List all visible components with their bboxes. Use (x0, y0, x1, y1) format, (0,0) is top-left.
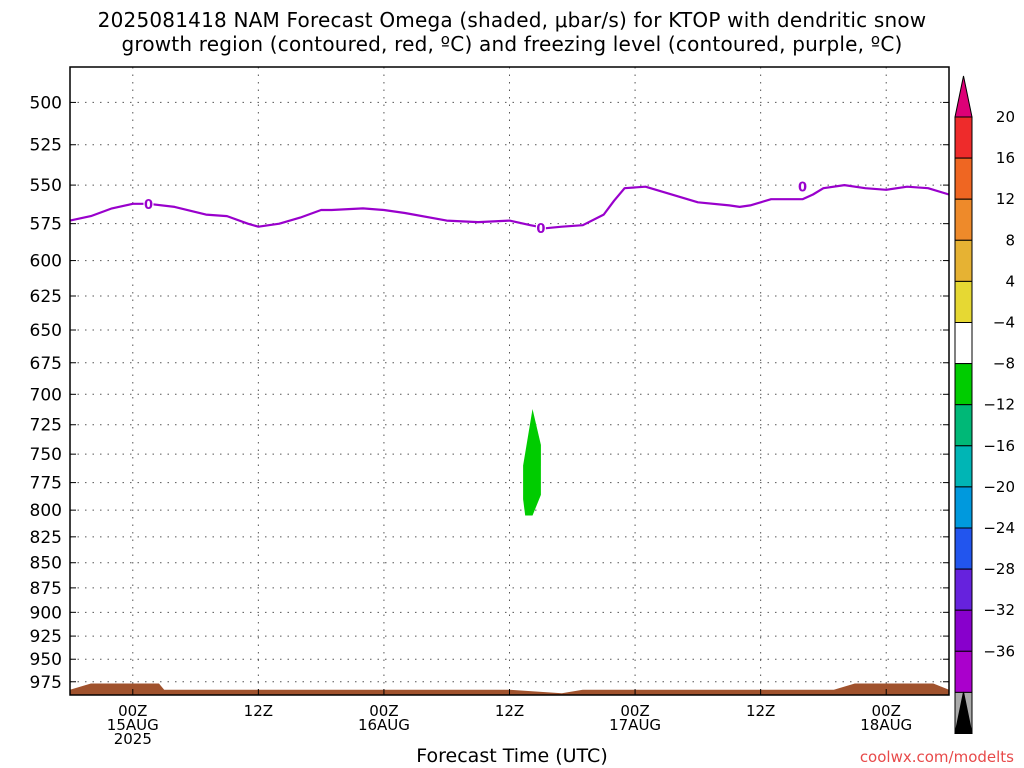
colorbar-segment (954, 527, 973, 570)
contour-label-bg (535, 220, 546, 235)
y-tick-label: 925 (30, 627, 62, 647)
y-tick-label: 875 (30, 579, 62, 599)
colorbar-label: 8 (1005, 231, 1015, 249)
y-tick-label: 825 (30, 528, 62, 548)
colorbar-segment (954, 363, 973, 406)
colorbar-label: −16 (983, 437, 1015, 455)
contour-label: 0 (798, 181, 807, 196)
colorbar-label: 4 (1005, 272, 1015, 290)
x-tick-label: 12Z (244, 702, 273, 720)
colorbar-segment (954, 239, 973, 282)
colorbar-label: −4 (993, 314, 1015, 332)
x-tick-label: 18AUG (860, 716, 912, 734)
colorbar-label: −28 (983, 560, 1015, 578)
x-tick-label: 00Z (369, 702, 398, 720)
colorbar-label: −24 (983, 519, 1015, 537)
colorbar-segment (954, 116, 973, 159)
y-tick-label: 775 (30, 474, 62, 494)
omega-shading (523, 409, 541, 516)
colorbar-label: −8 (993, 355, 1015, 373)
colorbar-label: −36 (983, 642, 1015, 660)
y-tick-label: 575 (30, 215, 62, 235)
y-tick-label: 650 (30, 321, 62, 341)
y-tick-label: 900 (30, 603, 62, 623)
contour-label-bg (797, 178, 808, 193)
colorbar-label: −12 (983, 396, 1015, 414)
credit-text: coolwx.com/modelts (859, 748, 1014, 766)
x-tick-label: 00Z (118, 702, 147, 720)
y-tick-label: 725 (30, 416, 62, 436)
colorbar-segment (954, 445, 973, 488)
x-tick-label: 2025 (114, 730, 152, 748)
colorbar-segment (954, 650, 973, 693)
chart-title: 2025081418 NAM Forecast Omega (shaded, μ… (0, 8, 1024, 56)
omega-shade-region (523, 409, 541, 516)
colorbar-segment (954, 280, 973, 323)
x-tick-label: 00Z (872, 702, 901, 720)
contour-label: 0 (144, 198, 153, 213)
y-tick-label: 750 (30, 445, 62, 465)
y-tick-label: 500 (30, 93, 62, 113)
colorbar-segment (954, 198, 973, 241)
x-tick-label: 00Z (620, 702, 649, 720)
y-tick-label: 950 (30, 650, 62, 670)
x-tick-label: 12Z (495, 702, 524, 720)
contour-label-bg (143, 195, 154, 210)
colorbar-label: 16 (996, 149, 1015, 167)
colorbar-label: −20 (983, 478, 1015, 496)
y-tick-label: 600 (30, 252, 62, 272)
omega-colorbar: 20 16 12 8 4 −4 −8 −12 −16 −20 −24 −28 −32 −36 (954, 75, 1015, 735)
y-tick-label: 800 (30, 501, 62, 521)
colorbar-segment (954, 609, 973, 652)
y-tick-label: 625 (30, 287, 62, 307)
y-axis-ticks: 500 525 550 575 600 625 650 675 700 725 750 775 800 8… (30, 93, 949, 693)
y-tick-label: 550 (30, 176, 62, 196)
terrain-fill (70, 683, 949, 695)
colorbar-top-arrow (954, 75, 973, 118)
freezing-level-line (69, 184, 950, 230)
x-tick-label: 17AUG (609, 716, 661, 734)
plot-frame (69, 66, 950, 696)
freezing-level-contour: 0 0 0 (69, 178, 950, 237)
colorbar-segment (954, 322, 973, 365)
y-tick-label: 700 (30, 385, 62, 405)
y-tick-label: 525 (30, 136, 62, 156)
gridlines (70, 67, 949, 695)
x-tick-label: 16AUG (358, 716, 410, 734)
x-tick-label: 15AUG (107, 716, 159, 734)
x-axis-label: Forecast Time (UTC) (416, 745, 608, 767)
chart-title-line-2: growth region (contoured, red, ºC) and f… (121, 32, 903, 56)
colorbar-label: −32 (983, 601, 1015, 619)
colorbar-segment (954, 486, 973, 529)
colorbar-bottom-arrow (954, 691, 973, 734)
chart-title-line-1: 2025081418 NAM Forecast Omega (shaded, μ… (97, 8, 927, 32)
terrain-polygon (70, 683, 949, 695)
y-tick-label: 675 (30, 354, 62, 374)
x-tick-label: 12Z (746, 702, 775, 720)
colorbar-segment (954, 568, 973, 611)
contour-label: 0 (536, 222, 545, 237)
y-tick-label: 850 (30, 554, 62, 574)
y-tick-label: 975 (30, 673, 62, 693)
colorbar-segment (954, 404, 973, 447)
colorbar-label: 12 (996, 190, 1015, 208)
colorbar-segment (954, 157, 973, 200)
colorbar-label: 20 (996, 108, 1015, 126)
